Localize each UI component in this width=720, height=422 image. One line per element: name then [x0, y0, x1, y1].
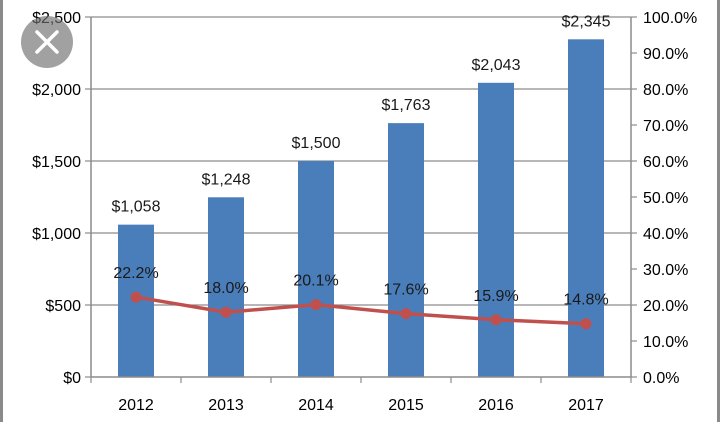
bar	[208, 197, 244, 377]
bar	[298, 161, 334, 377]
bar	[388, 123, 424, 378]
right-axis-tick-label: 30.0%	[643, 262, 688, 279]
tick-labels: $0$500$1,000$1,500$2,000$2,5000.0%10.0%2…	[32, 10, 697, 414]
right-axis-tick-label: 100.0%	[643, 10, 697, 27]
line-point	[310, 299, 322, 311]
right-axis-tick-label: 10.0%	[643, 334, 688, 351]
right-axis-tick-label: 0.0%	[643, 370, 679, 387]
left-axis-tick-label: $0	[63, 370, 81, 387]
line-point	[130, 291, 142, 303]
x-axis-tick-label: 2015	[388, 397, 424, 414]
x-axis-tick-label: 2017	[568, 397, 604, 414]
bar-data-label: $2,345	[562, 13, 611, 30]
left-axis-tick-label: $500	[45, 298, 81, 315]
left-axis-tick-label: $2,000	[32, 82, 81, 99]
line-data-label: 17.6%	[383, 282, 428, 299]
left-axis-tick-label: $1,500	[32, 154, 81, 171]
x-axis-tick-label: 2013	[208, 397, 244, 414]
line-data-label: 22.2%	[113, 265, 158, 282]
line-point	[490, 314, 502, 326]
line-point	[580, 318, 592, 330]
right-axis-tick-label: 90.0%	[643, 46, 688, 63]
close-button[interactable]	[21, 16, 73, 68]
right-axis-tick-label: 20.0%	[643, 298, 688, 315]
right-axis-tick-label: 40.0%	[643, 226, 688, 243]
line-data-label: 15.9%	[473, 288, 518, 305]
bar-data-label: $1,500	[292, 135, 341, 152]
line-path	[135, 295, 587, 326]
x-axis-tick-label: 2016	[478, 397, 514, 414]
bar	[478, 82, 514, 378]
line-point	[400, 308, 412, 320]
right-axis-tick-label: 50.0%	[643, 190, 688, 207]
line-data-label: 14.8%	[563, 292, 608, 309]
bar-data-label: $1,248	[202, 171, 251, 188]
right-axis-tick-label: 70.0%	[643, 118, 688, 135]
line-point	[220, 306, 232, 318]
bar-data-label: $2,043	[472, 57, 521, 74]
line-data-label: 20.1%	[293, 273, 338, 290]
data-labels: $1,058 $1,248 $1,500 $1,763 $2,043 $2,345 22.2…	[112, 13, 611, 308]
x-axis-tick-label: 2012	[118, 397, 154, 414]
right-axis-tick-label: 80.0%	[643, 82, 688, 99]
bar-data-label: $1,763	[382, 97, 431, 114]
combo-chart: $0$500$1,000$1,500$2,000$2,5000.0%10.0%2…	[32, 10, 697, 414]
left-axis-tick-label: $1,000	[32, 226, 81, 243]
close-icon	[35, 30, 59, 54]
x-axis-tick-label: 2014	[298, 397, 334, 414]
line-data-label: 18.0%	[203, 280, 248, 297]
right-axis-tick-label: 60.0%	[643, 154, 688, 171]
bar-data-label: $1,058	[112, 199, 161, 216]
bar-series	[118, 39, 604, 378]
gridlines	[91, 16, 631, 306]
line-series	[130, 291, 592, 330]
